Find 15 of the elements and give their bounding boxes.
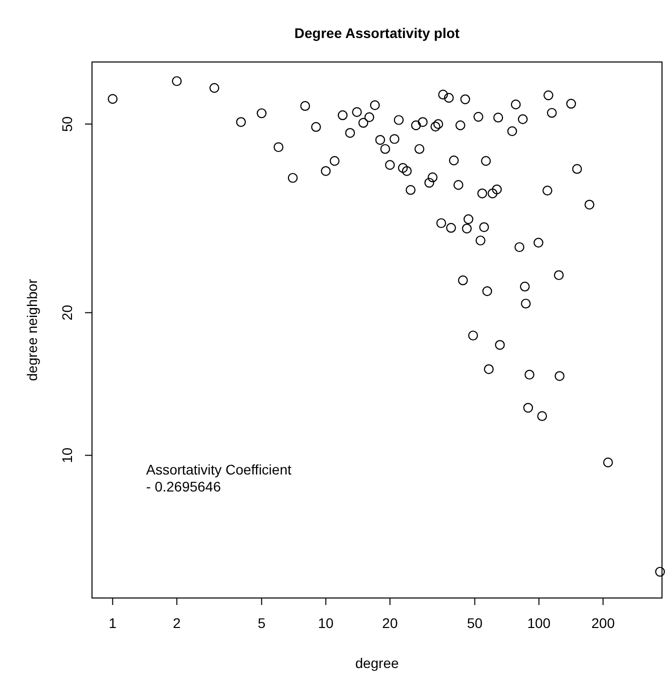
chart-title: Degree Assortativity plot — [294, 25, 460, 41]
y-tick-label: 20 — [59, 304, 75, 320]
x-tick-label: 200 — [591, 615, 615, 631]
y-tick-label: 50 — [59, 116, 75, 132]
y-tick-label: 10 — [59, 447, 75, 464]
x-tick-label: 100 — [527, 615, 551, 631]
x-tick-label: 50 — [466, 615, 483, 631]
x-tick-label: 2 — [172, 615, 181, 631]
x-tick-label: 1 — [108, 615, 117, 631]
x-tick-label: 10 — [318, 615, 334, 631]
x-tick-label: 20 — [382, 615, 398, 631]
x-axis-title: degree — [355, 655, 400, 671]
x-tick-label: 5 — [258, 615, 266, 631]
y-axis-title: degree neighbor — [24, 278, 40, 381]
annotation: Assortativity Coefficient - 0.2695646 — [146, 462, 292, 495]
